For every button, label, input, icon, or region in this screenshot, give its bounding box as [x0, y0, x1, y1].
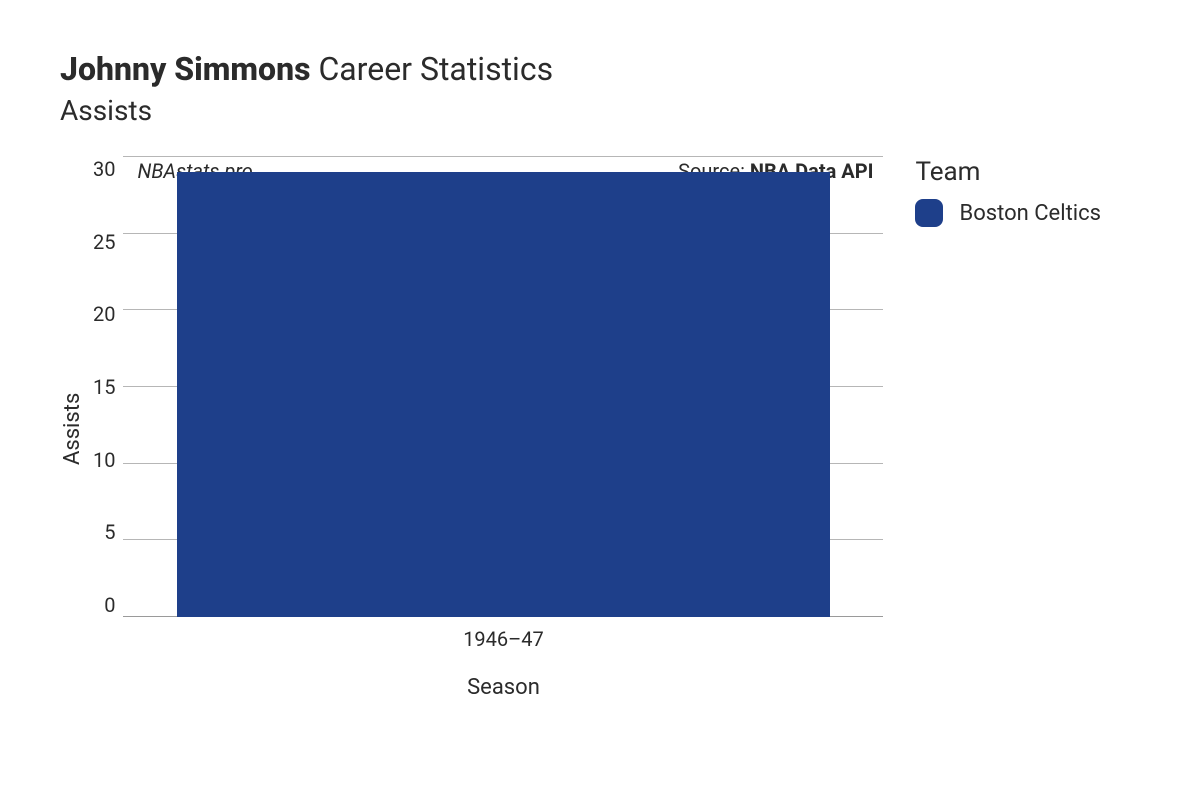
legend-title: Team [915, 157, 1101, 187]
chart-subtitle: Assists [60, 94, 1160, 127]
legend-label: Boston Celtics [959, 201, 1101, 226]
y-tick: 5 [104, 520, 115, 544]
y-tick: 25 [93, 230, 115, 254]
y-tick: 15 [93, 375, 115, 399]
chart-container: Johnny Simmons Career Statistics Assists… [0, 0, 1200, 800]
bar [177, 172, 831, 617]
y-tick: 0 [104, 593, 115, 617]
y-tick: 30 [93, 157, 115, 181]
y-tick: 20 [93, 302, 115, 326]
legend-items: Boston Celtics [915, 199, 1101, 227]
page-title: Johnny Simmons Career Statistics [60, 50, 1160, 88]
x-tick: 1946–47 [463, 627, 544, 651]
legend-item: Boston Celtics [915, 199, 1101, 227]
plot-column: NBAstats.pro Source: NBA Data API 1946–4… [123, 157, 883, 700]
y-tick: 10 [93, 448, 115, 472]
x-axis-ticks: 1946–47 [123, 617, 883, 651]
x-axis-label: Season [123, 651, 883, 700]
y-axis-ticks: 30 25 20 15 10 5 0 [93, 157, 123, 617]
x-axis-area: 1946–47 Season [123, 617, 883, 700]
chart-row: Assists 30 25 20 15 10 5 0 NBAstats.pro Source… [60, 157, 1160, 700]
legend-swatch [915, 199, 943, 227]
plot-area: NBAstats.pro Source: NBA Data API [123, 157, 883, 617]
title-rest: Career Statistics [318, 50, 553, 88]
y-axis-label: Assists [60, 199, 85, 659]
title-player-name: Johnny Simmons [60, 50, 311, 88]
gridline [123, 156, 883, 157]
legend: Team Boston Celtics [915, 157, 1101, 227]
